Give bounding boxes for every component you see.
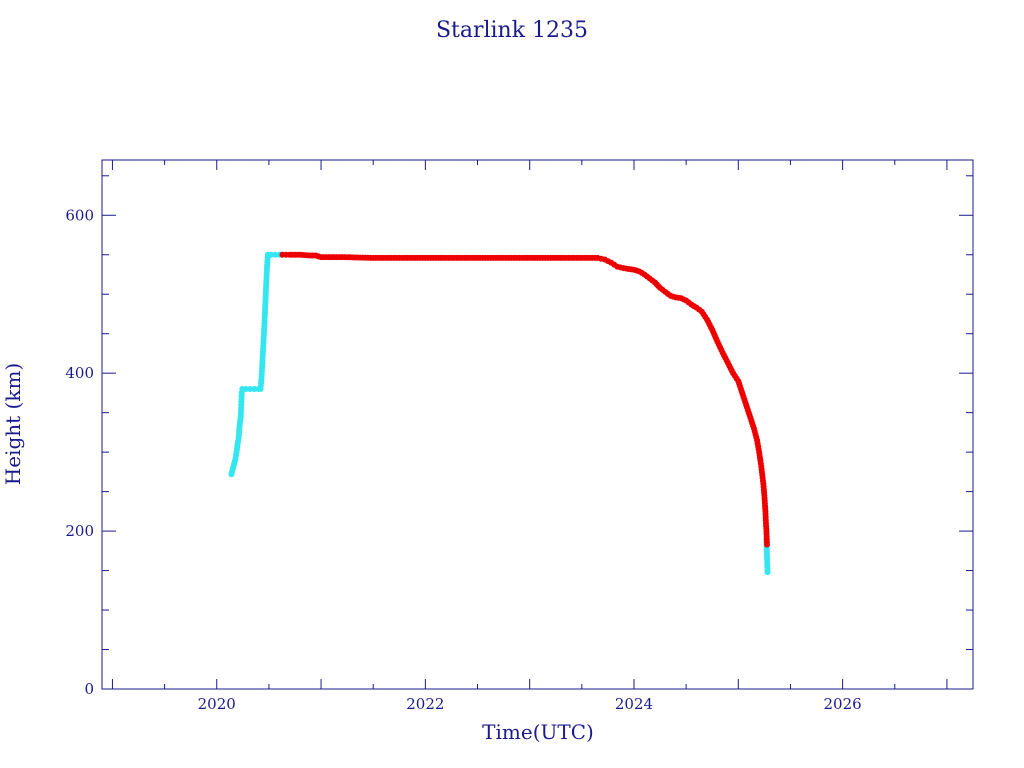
x-tick-label: 2026 xyxy=(824,695,862,713)
data-point xyxy=(763,541,770,548)
data-point xyxy=(247,385,254,392)
data-point xyxy=(267,251,274,258)
y-tick-label: 200 xyxy=(65,522,94,540)
x-tick-label: 2022 xyxy=(406,695,444,713)
x-tick-label: 2024 xyxy=(615,695,653,713)
y-tick-label: 400 xyxy=(65,364,94,382)
data-point xyxy=(272,251,279,258)
y-tick-label: 0 xyxy=(84,680,94,698)
series-0 xyxy=(228,251,771,576)
plot-frame xyxy=(101,159,974,690)
y-tick-label: 600 xyxy=(65,206,94,224)
x-axis-label: Time(UTC) xyxy=(482,720,594,744)
data-point xyxy=(764,569,771,576)
data-point xyxy=(251,385,258,392)
axis-tick-labels: 2020 2022 2024 2026 0 200 400 600 xyxy=(65,206,861,713)
series-1 xyxy=(279,251,770,548)
chart-title: Starlink 1235 xyxy=(436,18,588,43)
data-point xyxy=(242,385,249,392)
data-series xyxy=(228,251,771,576)
axis-ticks xyxy=(102,160,973,690)
y-axis-label: Height (km) xyxy=(1,363,25,485)
x-tick-label: 2020 xyxy=(198,695,236,713)
plot-border xyxy=(101,159,974,690)
